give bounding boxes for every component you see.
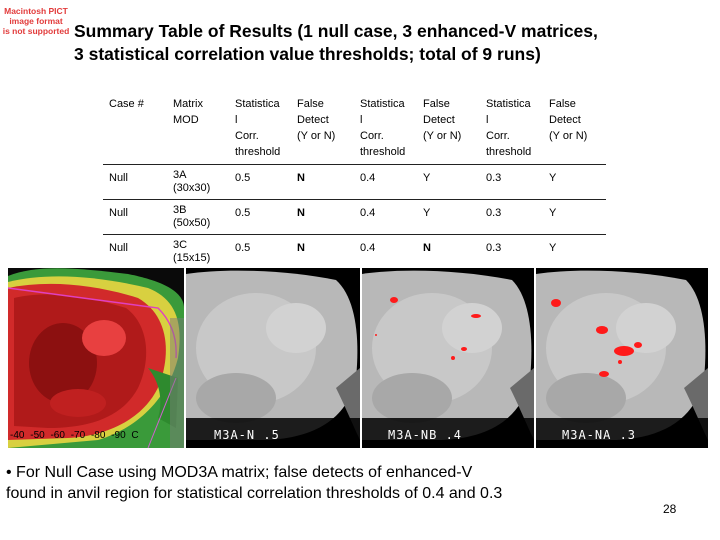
cell-matrix: 3A (30x30) bbox=[173, 168, 211, 194]
cell-threshold-3: 0.3 bbox=[486, 206, 502, 219]
cell-threshold-2: 0.4 bbox=[360, 206, 376, 219]
results-table: Case # Matrix MOD Statistica l Corr. thr… bbox=[103, 92, 606, 269]
bullet-note-line-1: • For Null Case using MOD3A matrix; fals… bbox=[6, 464, 473, 481]
cell-threshold-2: 0.4 bbox=[360, 171, 376, 184]
cell-false-detect-2: Y bbox=[423, 171, 431, 184]
cell-false-detect-2: N bbox=[423, 241, 431, 254]
image-label-threshold-03: M3A-NA .3 bbox=[562, 428, 637, 442]
table-row: Null 3A (30x30) 0.5 N 0.4 Y 0.3 Y bbox=[103, 164, 606, 199]
cell-false-detect-1: N bbox=[297, 171, 305, 184]
header-threshold-1: Statistica l Corr. threshold bbox=[235, 98, 281, 158]
cell-case: Null bbox=[109, 206, 128, 219]
pict-unsupported-warning: Macintosh PICT image format is not suppo… bbox=[0, 6, 72, 36]
colorbar-label: -80 bbox=[90, 430, 106, 441]
cell-case: Null bbox=[109, 241, 128, 254]
grayscale-image-threshold-05 bbox=[186, 268, 360, 448]
table-row: Null 3B (50x50) 0.5 N 0.4 Y 0.3 Y bbox=[103, 199, 606, 234]
pict-warning-line-2: image format bbox=[9, 16, 63, 26]
slide-title-line-1: Summary Table of Results (1 null case, 3… bbox=[74, 21, 598, 41]
bullet-note-line-2: found in anvil region for statistical co… bbox=[6, 485, 503, 502]
bullet-note: • For Null Case using MOD3A matrix; fals… bbox=[6, 462, 646, 504]
image-label-threshold-05: M3A-N .5 bbox=[214, 428, 280, 442]
slide-title: Summary Table of Results (1 null case, 3… bbox=[74, 20, 714, 66]
pict-warning-line-3: is not supported bbox=[2, 26, 70, 36]
cell-false-detect-3: Y bbox=[549, 171, 557, 184]
colorbar-scale-labels: -40 -50 -60 -70 -80 -90 C bbox=[10, 430, 180, 441]
colorbar-label: C bbox=[131, 430, 139, 441]
slide-title-line-2: 3 statistical correlation value threshol… bbox=[74, 44, 541, 64]
colorbar-label: -60 bbox=[50, 430, 65, 441]
colorbar-label: -90 bbox=[111, 430, 126, 441]
cell-matrix: 3B (50x50) bbox=[173, 203, 211, 229]
ir-color-satellite-image bbox=[8, 268, 184, 448]
cell-threshold-1: 0.5 bbox=[235, 241, 251, 254]
cell-matrix: 3C (15x15) bbox=[173, 238, 211, 264]
image-label-threshold-04: M3A-NB .4 bbox=[388, 428, 463, 442]
cell-false-detect-3: Y bbox=[549, 241, 557, 254]
cell-threshold-1: 0.5 bbox=[235, 206, 251, 219]
header-false-detect-2: False Detect (Y or N) bbox=[423, 98, 462, 142]
cell-threshold-1: 0.5 bbox=[235, 171, 251, 184]
cell-false-detect-1: N bbox=[297, 241, 305, 254]
header-false-detect-1: False Detect (Y or N) bbox=[297, 98, 336, 142]
page-number: 28 bbox=[663, 502, 677, 516]
header-case: Case # bbox=[109, 98, 144, 110]
colorbar-label: -70 bbox=[70, 430, 86, 441]
header-threshold-2: Statistica l Corr. threshold bbox=[360, 98, 406, 158]
cell-false-detect-3: Y bbox=[549, 206, 557, 219]
header-false-detect-3: False Detect (Y or N) bbox=[549, 98, 588, 142]
table-row: Null 3C (15x15) 0.5 N 0.4 N 0.3 Y bbox=[103, 234, 606, 269]
pict-warning-line-1: Macintosh PICT bbox=[4, 6, 68, 16]
cell-threshold-3: 0.3 bbox=[486, 241, 502, 254]
grayscale-image-threshold-03 bbox=[536, 268, 708, 448]
cell-false-detect-2: Y bbox=[423, 206, 431, 219]
cell-threshold-2: 0.4 bbox=[360, 241, 376, 254]
header-threshold-3: Statistica l Corr. threshold bbox=[486, 98, 532, 158]
cell-case: Null bbox=[109, 171, 128, 184]
cell-false-detect-1: N bbox=[297, 206, 305, 219]
colorbar-label: -50 bbox=[30, 430, 45, 441]
header-matrix: Matrix MOD bbox=[173, 98, 203, 126]
table-header-row: Case # Matrix MOD Statistica l Corr. thr… bbox=[103, 92, 606, 164]
grayscale-image-threshold-04 bbox=[362, 268, 534, 448]
satellite-image-strip bbox=[0, 268, 720, 448]
colorbar-label: -40 bbox=[10, 430, 25, 441]
cell-threshold-3: 0.3 bbox=[486, 171, 502, 184]
